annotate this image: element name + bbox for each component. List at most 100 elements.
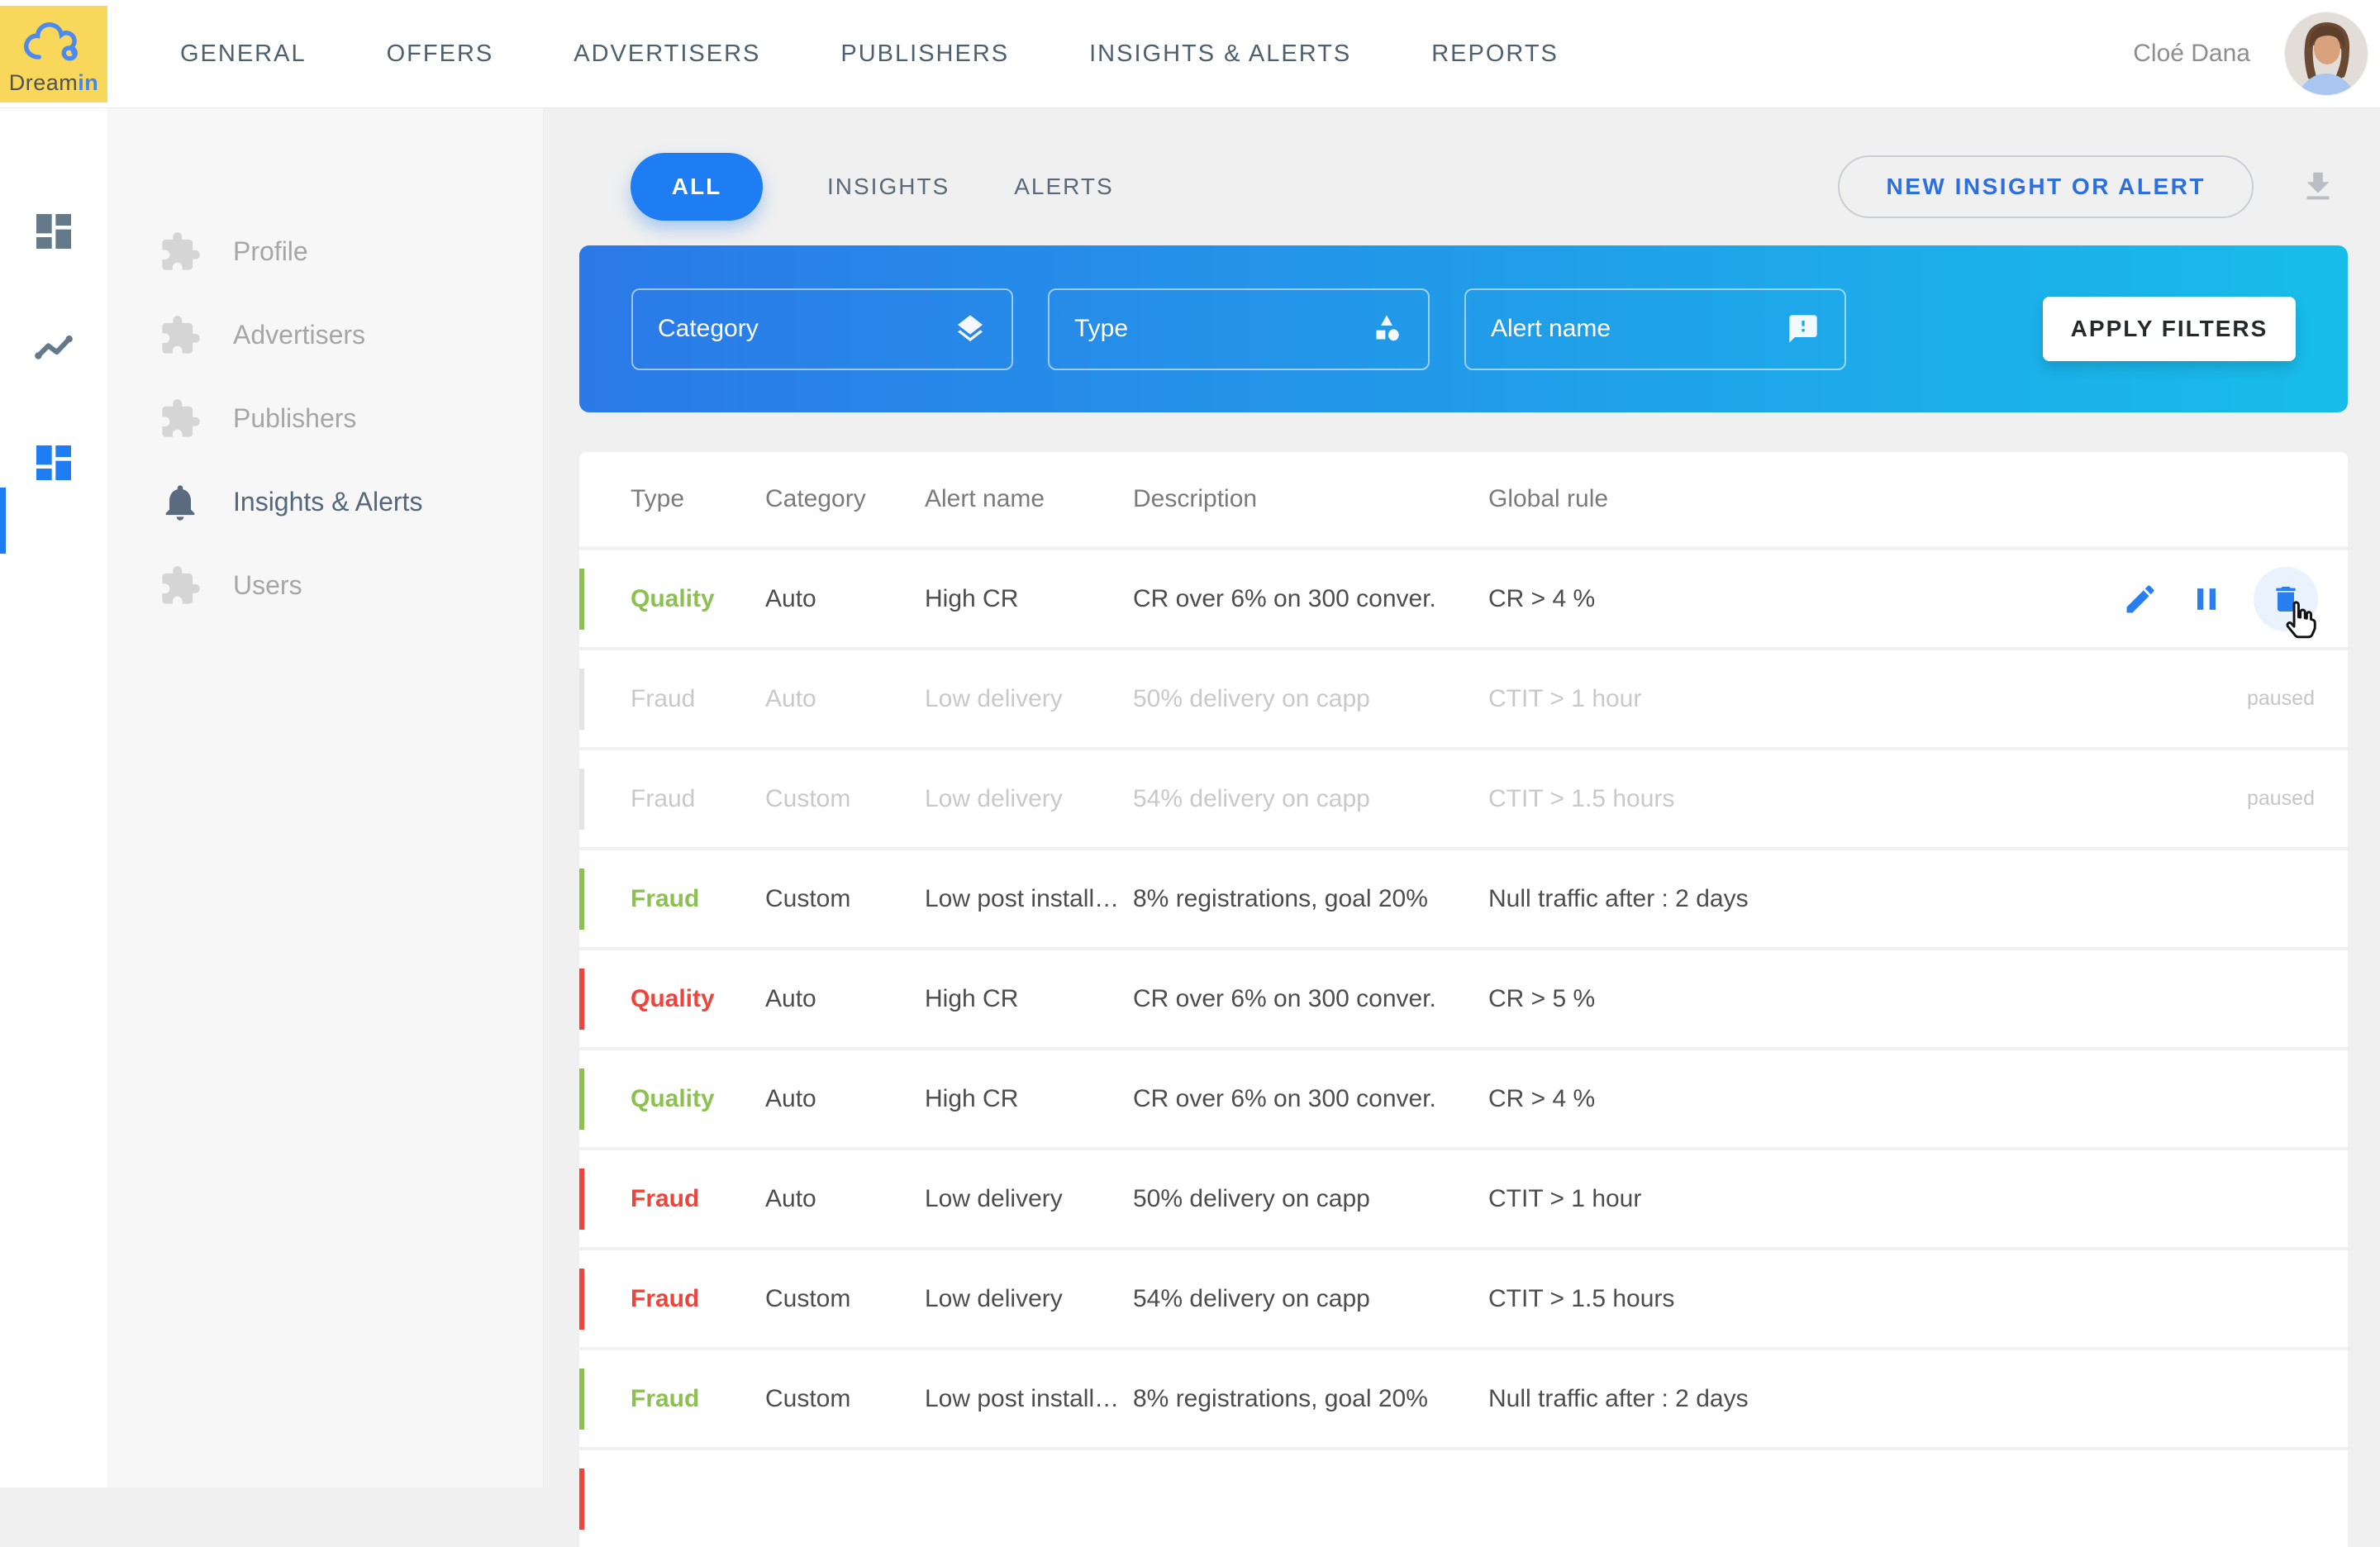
- cell-category: Custom: [765, 884, 851, 912]
- nav-publishers[interactable]: PUBLISHERS: [840, 40, 1010, 67]
- brand-name: Dreamin: [8, 69, 99, 95]
- sidebar: Profile Advertisers Publishers Insights …: [107, 107, 544, 1488]
- tab-alerts[interactable]: ALERTS: [1014, 174, 1114, 199]
- nav-offers[interactable]: OFFERS: [386, 40, 494, 67]
- cloud-logo-icon: [24, 21, 78, 61]
- table-row: Fraud Auto Low delivery 50% delivery on …: [579, 1150, 2348, 1247]
- cell-global-rule: CTIT > 1.5 hours: [1488, 784, 1675, 812]
- cell-global-rule: CR > 4 %: [1488, 584, 1596, 612]
- alerts-table: Type Category Alert name Description Glo…: [579, 452, 2348, 1547]
- tab-all[interactable]: ALL: [631, 153, 763, 221]
- cell-alert-name: High CR: [925, 584, 1019, 612]
- table-row: Fraud Custom Low delivery 54% delivery o…: [579, 750, 2348, 847]
- table-row: Fraud Custom Low post install… 8% regist…: [579, 850, 2348, 947]
- trash-icon: [2276, 586, 2296, 612]
- cell-type: Quality: [631, 584, 715, 612]
- col-type: Type: [631, 485, 685, 512]
- cell-global-rule: CR > 5 %: [1488, 984, 1596, 1012]
- cell-category: Auto: [765, 1184, 816, 1212]
- sidebar-label: Insights & Alerts: [233, 487, 423, 516]
- paused-badge: paused: [2246, 787, 2315, 810]
- puzzle-icon: [162, 315, 200, 354]
- cell-description: 54% delivery on capp: [1133, 784, 1370, 812]
- nav-reports[interactable]: REPORTS: [1431, 40, 1559, 67]
- col-alert-name: Alert name: [925, 485, 1045, 512]
- alert-name-select[interactable]: Alert name: [1464, 288, 1846, 370]
- cell-description: CR over 6% on 300 conver.: [1133, 584, 1436, 612]
- pencil-icon: [2126, 584, 2154, 612]
- icon-strip: [0, 107, 107, 1488]
- sidebar-item-profile[interactable]: Profile: [107, 210, 543, 293]
- cell-description: 50% delivery on capp: [1133, 684, 1370, 712]
- nav-advertisers[interactable]: ADVERTISERS: [574, 40, 761, 67]
- table-header: Type Category Alert name Description Glo…: [579, 452, 2348, 550]
- col-category: Category: [765, 485, 866, 512]
- avatar-photo: [2285, 12, 2368, 95]
- row-status-bar: [579, 1169, 584, 1230]
- main-content: ALL INSIGHTS ALERTS NEW INSIGHT OR ALERT…: [544, 107, 2380, 1547]
- cell-category: Auto: [765, 984, 816, 1012]
- sidebar-item-insights-alerts[interactable]: Insights & Alerts: [107, 460, 543, 544]
- cell-type: Quality: [631, 984, 715, 1012]
- cell-alert-name: High CR: [925, 1084, 1019, 1112]
- download-icon[interactable]: [2299, 168, 2337, 206]
- tab-insights[interactable]: INSIGHTS: [827, 174, 950, 199]
- col-global-rule: Global rule: [1488, 485, 1609, 512]
- cell-type: Fraud: [631, 684, 696, 712]
- table-row: Quality Auto High CR CR over 6% on 300 c…: [579, 1050, 2348, 1147]
- cell-global-rule: CTIT > 1 hour: [1488, 1184, 1642, 1212]
- avatar[interactable]: [2285, 12, 2368, 95]
- pause-icon: [2197, 588, 2216, 610]
- puzzle-icon: [162, 398, 200, 437]
- strip-dashboard-icon[interactable]: [0, 174, 107, 289]
- nav-insights-alerts[interactable]: INSIGHTS & ALERTS: [1089, 40, 1352, 67]
- col-description: Description: [1133, 485, 1258, 512]
- user-menu: Cloé Dana: [2133, 12, 2368, 95]
- cell-description: 8% registrations, goal 20%: [1133, 1384, 1428, 1412]
- user-name: Cloé Dana: [2133, 40, 2250, 67]
- sidebar-label: Advertisers: [233, 320, 366, 350]
- category-select[interactable]: Category: [631, 288, 1013, 370]
- row-status-bar: [579, 1069, 584, 1130]
- cell-description: 54% delivery on capp: [1133, 1284, 1370, 1312]
- row-actions: [2121, 550, 2318, 647]
- cell-global-rule: Null traffic after : 2 days: [1488, 884, 1749, 912]
- tabs-row: ALL INSIGHTS ALERTS NEW INSIGHT OR ALERT: [631, 153, 2347, 221]
- top-navigation: GENERAL OFFERS ADVERTISERS PUBLISHERS IN…: [180, 40, 1559, 68]
- sidebar-item-users[interactable]: Users: [107, 544, 543, 627]
- table-row: Quality Auto High CR CR over 6% on 300 c…: [579, 950, 2348, 1047]
- row-status-bar: [579, 1269, 584, 1330]
- type-select[interactable]: Type: [1048, 288, 1430, 370]
- cell-type: Fraud: [631, 1184, 700, 1212]
- cell-description: CR over 6% on 300 conver.: [1133, 1084, 1436, 1112]
- cell-type: Fraud: [631, 784, 696, 812]
- puzzle-icon: [162, 565, 200, 604]
- cell-alert-name: Low delivery: [925, 784, 1063, 812]
- sidebar-item-advertisers[interactable]: Advertisers: [107, 293, 543, 377]
- cell-alert-name: High CR: [925, 984, 1019, 1012]
- cell-alert-name: Low delivery: [925, 684, 1063, 712]
- apply-filters-button[interactable]: APPLY FILTERS: [2043, 297, 2296, 361]
- new-insight-or-alert-button[interactable]: NEW INSIGHT OR ALERT: [1838, 155, 2254, 218]
- nav-general[interactable]: GENERAL: [180, 40, 307, 67]
- pause-button[interactable]: [2187, 580, 2225, 618]
- delete-button[interactable]: [2254, 566, 2318, 631]
- cell-alert-name: Low delivery: [925, 1184, 1063, 1212]
- cell-category: Custom: [765, 784, 851, 812]
- sidebar-item-publishers[interactable]: Publishers: [107, 377, 543, 460]
- strip-grid-icon[interactable]: [0, 405, 107, 521]
- cell-type: Fraud: [631, 1284, 700, 1312]
- alert-name-select-label: Alert name: [1491, 315, 1611, 342]
- edit-button[interactable]: [2121, 580, 2159, 618]
- sidebar-label: Users: [233, 570, 302, 600]
- cell-type: Fraud: [631, 884, 700, 912]
- strip-trend-icon[interactable]: [0, 289, 107, 405]
- type-select-label: Type: [1074, 315, 1129, 342]
- paused-badge: paused: [2246, 687, 2315, 710]
- table-row: Fraud Custom Low post install… 8% regist…: [579, 1350, 2348, 1447]
- table-row: Fraud Auto Low delivery 50% delivery on …: [579, 650, 2348, 747]
- row-status-bar: [579, 969, 584, 1030]
- cell-description: 8% registrations, goal 20%: [1133, 884, 1428, 912]
- cell-type: Quality: [631, 1084, 715, 1112]
- brand-logo[interactable]: Dreamin: [0, 5, 107, 102]
